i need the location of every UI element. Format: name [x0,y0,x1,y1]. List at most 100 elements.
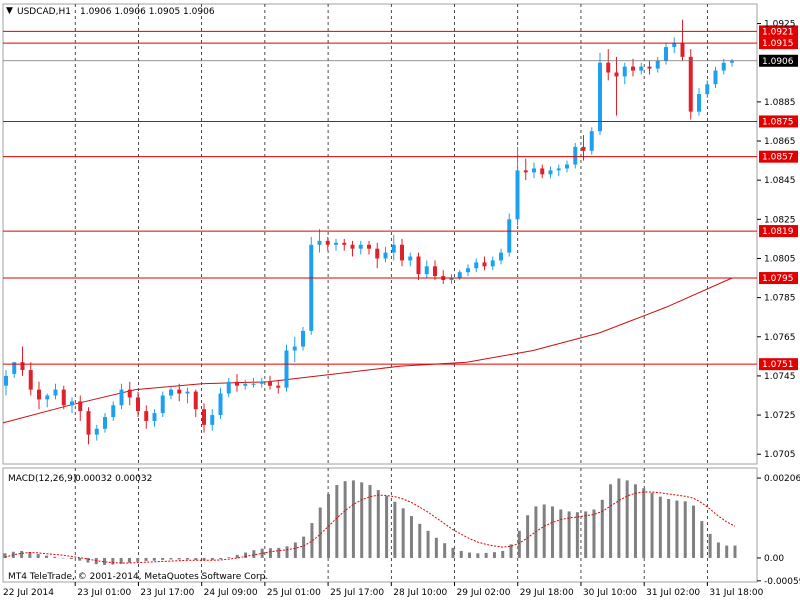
macd-bar [708,533,712,558]
macd-bar [235,554,239,558]
candle-bull [103,417,107,429]
macd-bar [509,544,513,558]
candle-bull [499,252,503,261]
y-tick-label: 1.0705 [764,450,796,460]
candle-bull [259,381,264,384]
macd-bar [343,481,347,558]
candle-bull [4,375,8,386]
macd-bar [484,552,488,558]
candle-bull [94,428,99,435]
level-price-tag [759,225,798,238]
level-price-label: 1.0857 [762,153,794,163]
macd-axis: 0.00206 0.00 -0.00059 [757,474,800,587]
macd-bar [351,480,355,558]
macd-bar [119,557,123,564]
macd-bar [434,537,438,558]
candle-bear [367,244,371,249]
macd-bar [667,499,671,558]
candle-bull [449,278,454,280]
candle-bull [713,70,718,85]
macd-bar [567,511,571,558]
candle-bear [28,370,33,390]
macd-pane-frame [2,467,758,583]
macd-bar [609,484,613,558]
candle-bull [301,330,305,347]
candle-bear [127,389,132,398]
level-price-tag [759,37,798,50]
macd-y-tick-label: -0.00059 [764,577,800,587]
macd-bar [409,516,413,558]
macd-bar [310,523,314,558]
macd-bar [186,557,189,560]
candles [4,19,734,445]
candle-bear [37,389,41,400]
macd-bar [700,521,704,558]
candle-bear [606,62,611,73]
macd-bar [633,484,637,558]
macd-y-tick-label: 0.00206 [764,474,800,484]
macd-bar [542,504,546,558]
macd-signal-line [4,491,736,564]
level-price-label: 1.0915 [762,39,794,49]
level-price-label: 1.0795 [762,274,794,284]
horizontal-levels: 1.0921 1.0915 1.0875 1.0857 1.0819 1.0795 1.07… [3,25,798,371]
candle-bear [631,66,635,71]
candle-bull [251,383,256,385]
macd-bar [152,557,156,561]
level-price-tag [759,150,798,163]
candle-bull [515,170,520,220]
macd-bar [268,548,272,558]
macd-bar [617,478,621,558]
y-tick-label: 1.0925 [764,20,796,30]
macd-bar [675,500,679,558]
macd-bar [252,550,256,558]
candle-bull [391,244,396,253]
macd-bar [385,495,389,558]
candle-bear [523,170,528,173]
ohlc-values: 1.0906 1.0906 1.0905 1.0906 [80,7,215,17]
candle-bull [730,60,734,63]
candle-bull [598,62,602,132]
candle-bull [119,389,124,406]
candle-bull [152,413,157,421]
candle-bear [342,242,347,245]
y-tick-label: 1.0885 [764,98,796,108]
macd-bar [86,557,90,563]
macd-bar [3,553,7,558]
macd-bar [468,552,472,558]
current-price-label: 1.0906 [762,57,794,67]
candle-bear [680,43,685,57]
macd-bar [302,536,306,558]
macd-bar [451,547,455,558]
candle-bull [565,164,569,169]
y-tick-label: 1.0785 [764,294,796,304]
candle-bull [70,401,74,406]
candle-bear [375,248,380,259]
candle-bear [268,381,272,386]
level-price-label: 1.0819 [762,227,794,237]
candle-bull [334,242,338,245]
level-price-label: 1.0751 [762,360,794,370]
candle-bull [383,252,388,259]
macd-bar [293,542,297,558]
candle-bull [210,415,215,425]
macd-bar [210,557,214,560]
candle-bull [490,260,495,267]
candle-bull [705,84,710,95]
candle-bull [408,256,413,261]
candle-bull [284,350,289,388]
candle-bear [433,266,437,277]
chart-menu-icon[interactable]: ▼ [6,6,13,16]
macd-bar [360,482,364,558]
candle-bear [193,391,198,410]
macd-bar [642,488,646,558]
macd-bar [20,550,24,558]
macd-bar [401,508,405,558]
macd-bar [136,557,140,562]
x-tick-label: 28 Jul 10:00 [393,588,447,598]
x-tick-label: 29 Jul 18:00 [520,588,574,598]
macd-bar [28,552,32,558]
